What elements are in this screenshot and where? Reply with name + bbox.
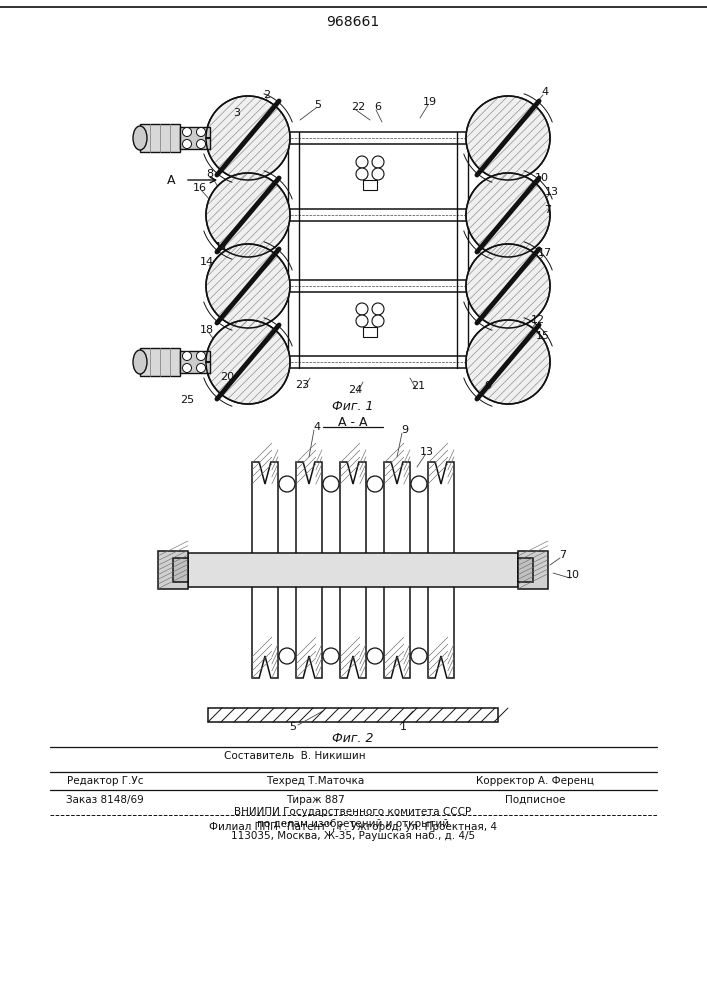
Text: Техред Т.Маточка: Техред Т.Маточка: [266, 776, 364, 786]
Circle shape: [279, 648, 295, 664]
Circle shape: [206, 96, 290, 180]
Polygon shape: [428, 462, 454, 678]
Text: Составитель  В. Никишин: Составитель В. Никишин: [224, 751, 366, 761]
Text: Тираж 887: Тираж 887: [286, 795, 344, 805]
Bar: [208, 708, 498, 722]
Circle shape: [182, 363, 192, 372]
Text: 5: 5: [289, 722, 296, 732]
Ellipse shape: [133, 126, 147, 150]
Circle shape: [206, 320, 290, 404]
Text: Редактор Г.Ус: Редактор Г.Ус: [66, 776, 144, 786]
Polygon shape: [340, 462, 366, 678]
Circle shape: [182, 127, 192, 136]
Bar: [173, 558, 188, 582]
Circle shape: [182, 139, 192, 148]
Circle shape: [466, 244, 550, 328]
Text: 13: 13: [545, 187, 559, 197]
Circle shape: [206, 244, 290, 328]
Text: Подписное: Подписное: [505, 795, 565, 805]
Text: 4: 4: [542, 87, 549, 97]
Text: по делам изобретений и открытий: по делам изобретений и открытий: [257, 819, 449, 829]
Bar: [180, 127, 210, 149]
Polygon shape: [384, 462, 410, 678]
Circle shape: [356, 156, 368, 168]
Circle shape: [356, 315, 368, 327]
Circle shape: [182, 352, 192, 360]
Text: 18: 18: [200, 325, 214, 335]
Text: Корректор А. Ференц: Корректор А. Ференц: [476, 776, 594, 786]
Circle shape: [372, 315, 384, 327]
Bar: [158, 551, 188, 589]
Text: 7: 7: [559, 550, 566, 560]
Bar: [180, 351, 210, 373]
Text: Фиг. 1: Фиг. 1: [332, 399, 374, 412]
Polygon shape: [252, 462, 278, 678]
Text: 20: 20: [220, 372, 234, 382]
Text: 15: 15: [536, 331, 550, 341]
Bar: [363, 327, 377, 337]
Text: 10: 10: [535, 173, 549, 183]
Circle shape: [466, 173, 550, 257]
Text: 17: 17: [538, 248, 552, 258]
Circle shape: [323, 476, 339, 492]
Text: Фиг. 2: Фиг. 2: [332, 732, 374, 744]
Circle shape: [206, 173, 290, 257]
Text: 2: 2: [264, 90, 271, 100]
Circle shape: [367, 648, 383, 664]
Text: Заказ 8148/69: Заказ 8148/69: [66, 795, 144, 805]
Circle shape: [197, 127, 206, 136]
Text: 9: 9: [402, 425, 409, 435]
Circle shape: [323, 648, 339, 664]
Circle shape: [356, 303, 368, 315]
Bar: [140, 124, 180, 152]
Text: 7: 7: [544, 205, 551, 215]
Circle shape: [197, 139, 206, 148]
Text: 11: 11: [215, 242, 229, 252]
Text: 5: 5: [315, 100, 322, 110]
Text: 21: 21: [411, 381, 425, 391]
Bar: [518, 558, 533, 582]
Text: А - А: А - А: [338, 416, 368, 430]
Text: 19: 19: [423, 97, 437, 107]
Circle shape: [372, 156, 384, 168]
Text: 24: 24: [348, 385, 362, 395]
Polygon shape: [296, 462, 322, 678]
Text: 23: 23: [295, 380, 309, 390]
Text: 12: 12: [531, 315, 545, 325]
Text: 16: 16: [193, 183, 207, 193]
Text: 1: 1: [399, 722, 407, 732]
Text: 13: 13: [420, 447, 434, 457]
Circle shape: [466, 320, 550, 404]
Bar: [363, 180, 377, 190]
Bar: [188, 553, 518, 587]
Circle shape: [197, 363, 206, 372]
Text: 9: 9: [484, 381, 491, 391]
Text: 3: 3: [233, 108, 240, 118]
Bar: [518, 551, 548, 589]
Text: А: А: [167, 174, 175, 186]
Circle shape: [372, 168, 384, 180]
Circle shape: [372, 303, 384, 315]
Circle shape: [411, 648, 427, 664]
Ellipse shape: [133, 350, 147, 374]
Circle shape: [197, 352, 206, 360]
Text: 22: 22: [351, 102, 365, 112]
Text: 113035, Москва, Ж-35, Раушская наб., д. 4/5: 113035, Москва, Ж-35, Раушская наб., д. …: [231, 831, 475, 841]
Text: 25: 25: [180, 395, 194, 405]
Text: 8: 8: [206, 169, 214, 179]
Text: 6: 6: [375, 102, 382, 112]
Circle shape: [279, 476, 295, 492]
Text: ВНИИПИ Государственного комитета СССР: ВНИИПИ Государственного комитета СССР: [235, 807, 472, 817]
Circle shape: [356, 168, 368, 180]
Circle shape: [367, 476, 383, 492]
Text: 10: 10: [566, 570, 580, 580]
Circle shape: [466, 96, 550, 180]
Text: 14: 14: [200, 257, 214, 267]
Circle shape: [411, 476, 427, 492]
Bar: [140, 348, 180, 376]
Text: Филиал ППП ''Патент'', г. Ужгород, ул. Проектная, 4: Филиал ППП ''Патент'', г. Ужгород, ул. П…: [209, 822, 497, 832]
Text: 4: 4: [313, 422, 320, 432]
Text: 968661: 968661: [327, 15, 380, 29]
